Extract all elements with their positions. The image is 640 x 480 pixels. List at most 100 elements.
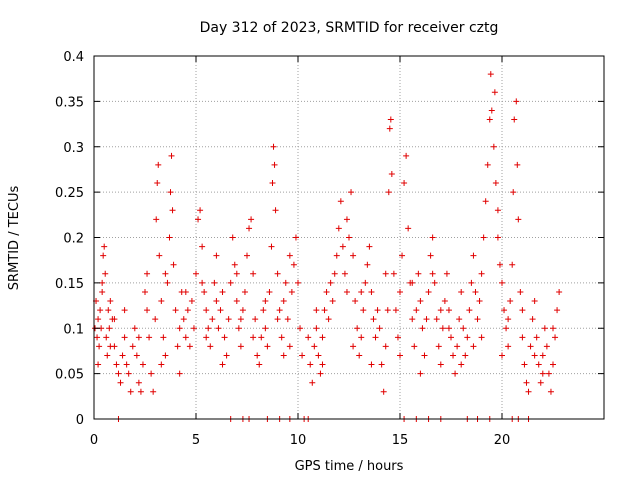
data-point [274,270,281,277]
data-point [494,207,501,214]
data-point [364,261,371,268]
data-point [107,343,114,350]
data-point [233,298,240,305]
data-point [350,343,357,350]
data-point [241,288,248,295]
data-point [156,252,163,259]
data-point [494,234,501,241]
data-point [246,225,253,232]
data-point [137,388,144,395]
data-point [499,279,505,286]
data-point [401,180,408,187]
data-point [325,316,332,323]
data-point [144,270,151,277]
data-point [413,307,420,314]
data-point [411,343,418,350]
data-point [188,298,195,305]
data-point [307,361,314,368]
data-point [266,288,273,295]
data-point [299,352,306,359]
data-point [445,307,452,314]
data-point [464,334,471,341]
data-point [313,325,320,332]
data-point [445,325,452,332]
data-point [501,307,508,314]
data-point [199,243,206,250]
data-point [415,270,422,277]
data-point [111,316,118,323]
data-point [531,298,538,305]
data-point [190,325,197,332]
data-point [521,361,528,368]
data-point [527,343,534,350]
data-point [458,288,465,295]
data-point [358,288,365,295]
data-point [315,352,322,359]
data-point [313,307,320,314]
data-point [115,370,122,377]
data-point [505,316,512,323]
data-point [270,143,277,150]
data-point [133,352,140,359]
data-point [384,307,391,314]
data-point [470,343,477,350]
y-tick-label: 0.2 [63,232,84,247]
data-point [158,298,165,305]
data-point [358,334,365,341]
data-point [239,307,246,314]
data-point [519,334,526,341]
data-point [429,234,436,241]
data-point [250,334,257,341]
data-point [329,298,336,305]
data-point [437,361,444,368]
data-point [174,343,181,350]
data-point [105,307,112,314]
data-point [237,343,244,350]
data-point [256,361,263,368]
data-point [394,334,401,341]
data-point [292,234,299,241]
data-point [99,279,106,286]
data-point [387,116,394,123]
data-point [321,307,328,314]
data-point [423,316,430,323]
data-point [97,307,104,314]
data-point [195,216,202,223]
data-point [403,152,410,159]
data-point [517,288,524,295]
data-point [470,252,477,259]
data-point [205,325,212,332]
data-point [341,270,348,277]
data-point [311,343,318,350]
data-point [366,243,373,250]
data-point [262,325,269,332]
data-point [123,361,130,368]
data-point [448,334,454,341]
y-tick-label: 0.05 [55,368,84,383]
data-point [337,198,344,205]
data-point [535,361,542,368]
data-point [454,343,461,350]
data-point [486,116,493,123]
data-point [125,370,132,377]
data-point [148,370,155,377]
data-point [297,325,304,332]
data-point [170,261,177,268]
data-point [309,379,316,386]
data-point [327,279,334,286]
x-tick-label: 10 [290,433,307,448]
data-point [271,161,278,168]
data-point [295,279,301,286]
data-point [523,379,530,386]
data-point [215,325,222,332]
data-point [380,388,387,395]
data-point [158,361,165,368]
data-point [541,325,548,332]
data-point [466,307,473,314]
data-point [482,198,489,205]
data-point [104,352,111,359]
data-point [503,325,510,332]
data-point [368,288,375,295]
